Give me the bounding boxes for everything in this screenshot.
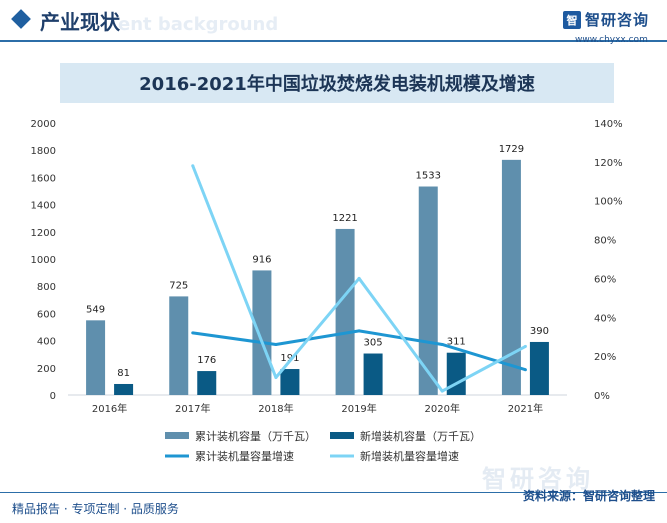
line-point — [274, 376, 278, 380]
bar-new — [197, 371, 217, 395]
legend-label: 累计装机容量（万千瓦） — [195, 429, 316, 443]
x-tick-label: 2017年 — [175, 402, 210, 415]
bar-cumulative — [169, 296, 189, 395]
header-divider — [0, 40, 667, 42]
y-right-tick-label: 140% — [594, 119, 623, 130]
x-tick-label: 2020年 — [425, 402, 460, 415]
bar-cumulative — [501, 159, 521, 395]
bar-value-label: 311 — [447, 337, 466, 348]
bar-value-label: 549 — [86, 304, 105, 315]
bar-value-label: 81 — [117, 368, 130, 379]
bar-cumulative — [252, 270, 272, 395]
bar-value-label: 1729 — [499, 144, 524, 155]
bar-new — [363, 353, 383, 395]
line-cumulative-growth — [192, 329, 526, 372]
brand-logo-icon: 智 — [563, 10, 581, 29]
y-left-tick-label: 400 — [37, 337, 56, 348]
bar-value-label: 916 — [252, 254, 271, 265]
y-right-tick-label: 20% — [594, 352, 616, 363]
line-point — [274, 342, 278, 346]
y-right-tick-label: 0% — [594, 391, 610, 402]
line-point — [523, 344, 527, 348]
watermark: 智研咨询 — [482, 465, 594, 493]
x-tick-label: 2016年 — [92, 402, 127, 415]
line-point — [357, 329, 361, 333]
y-right-tick-label: 80% — [594, 236, 616, 247]
y-left-tick-label: 200 — [37, 364, 56, 375]
line-point — [440, 342, 444, 346]
x-tick-label: 2021年 — [508, 402, 543, 415]
y-right-tick-label: 120% — [594, 158, 623, 169]
brand-logo: 智 智研咨询 — [563, 9, 649, 30]
section-title: 产业现状 — [40, 10, 120, 34]
y-left-tick-label: 1200 — [31, 228, 56, 239]
line-point — [191, 164, 195, 168]
legend-label: 新增装机容量（万千瓦） — [360, 429, 481, 443]
chart-title-banner: 2016-2021年中国垃圾焚烧发电装机规模及增速 — [60, 63, 614, 103]
legend-swatch-bar — [330, 432, 354, 439]
bar-cumulative — [86, 320, 106, 395]
brand-logo-text: 智研咨询 — [585, 11, 650, 29]
bar-value-label: 176 — [197, 355, 216, 366]
legend-label: 新增装机量容量增速 — [360, 449, 459, 463]
y-left-tick-label: 1000 — [31, 255, 56, 266]
y-left-tick-label: 600 — [37, 309, 56, 320]
bar-value-label: 725 — [169, 280, 188, 291]
y-right-tick-label: 100% — [594, 197, 623, 208]
bar-value-label: 390 — [530, 326, 549, 337]
y-left-tick-label: 0 — [50, 391, 56, 402]
y-left-tick-label: 1800 — [31, 146, 56, 157]
footer-divider — [0, 492, 667, 493]
bar-new — [446, 352, 466, 395]
y-right-tick-label: 40% — [594, 313, 616, 324]
bar-new — [280, 369, 300, 395]
bar-value-label: 1221 — [332, 213, 357, 224]
legend-label: 累计装机量容量增速 — [195, 449, 294, 463]
source-note: 资料来源：智研咨询整理 — [522, 489, 655, 503]
legend-swatch-bar — [165, 432, 189, 439]
y-left-tick-label: 1600 — [31, 173, 56, 184]
line-point — [523, 368, 527, 372]
bar-cumulative — [335, 228, 355, 395]
line-point — [440, 389, 444, 393]
brand-url: www.chyxx.com — [575, 35, 648, 45]
chart-title: 2016-2021年中国垃圾焚烧发电装机规模及增速 — [139, 74, 535, 95]
footer-tagline: 精品报告 · 专项定制 · 品质服务 — [12, 502, 179, 516]
bar-new — [114, 383, 134, 395]
line-point — [357, 276, 361, 280]
bar-new — [529, 341, 549, 395]
y-right-tick-label: 60% — [594, 274, 616, 285]
y-left-tick-label: 1400 — [31, 201, 56, 212]
x-tick-label: 2019年 — [341, 402, 376, 415]
y-left-tick-label: 800 — [37, 282, 56, 293]
line-point — [191, 331, 195, 335]
y-left-tick-label: 2000 — [31, 119, 56, 130]
x-tick-label: 2018年 — [258, 402, 293, 415]
bar-value-label: 305 — [364, 338, 383, 349]
bar-value-label: 1533 — [416, 171, 441, 182]
section-bg-english: ent background — [118, 14, 279, 35]
